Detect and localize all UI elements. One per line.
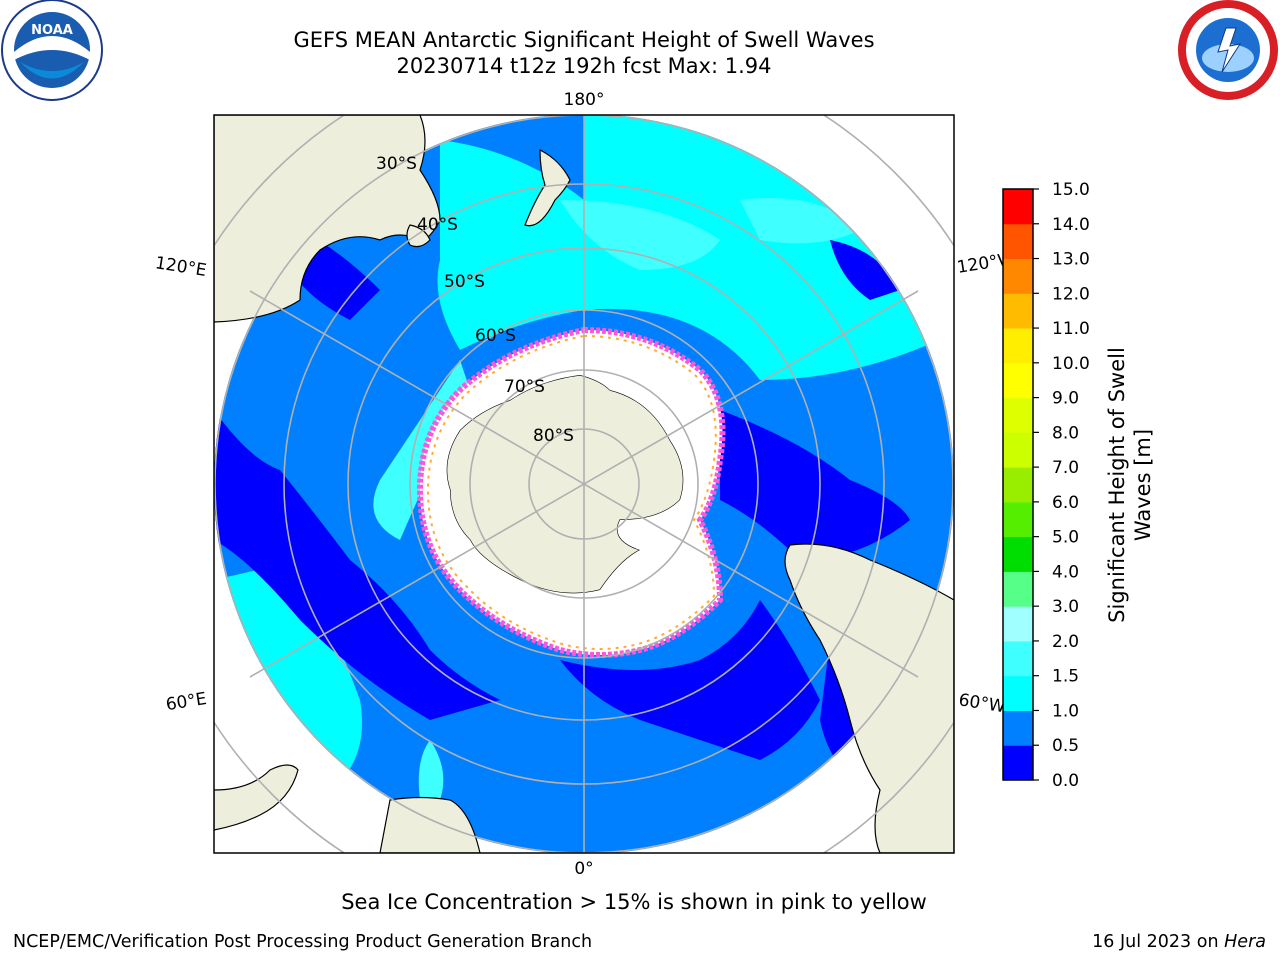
map-frame xyxy=(213,114,955,854)
colorbar-tick-label: 10.0 xyxy=(1052,354,1090,374)
map-panel xyxy=(214,115,954,853)
colorbar-frame xyxy=(1002,188,1034,781)
colorbar-tick-label: 14.0 xyxy=(1052,215,1090,235)
footer-date: 16 Jul 2023 xyxy=(1092,932,1192,952)
colorbar-segment xyxy=(1003,571,1033,607)
label-50s: 50°S xyxy=(444,272,485,292)
colorbar-segment xyxy=(1003,189,1033,225)
graticule xyxy=(214,115,954,853)
swell-band-0-0.5m xyxy=(214,410,500,720)
colorbar-segment xyxy=(1003,640,1033,677)
label-0: 0° xyxy=(574,859,593,879)
colorbar-tick-label: 2.0 xyxy=(1052,632,1079,652)
south-america-landmass xyxy=(784,543,954,853)
land-masses xyxy=(214,115,954,853)
colorbar-tick-label: 13.0 xyxy=(1052,250,1090,270)
colorbar-segment xyxy=(1003,293,1033,329)
colorbar-segment xyxy=(1003,710,1033,746)
label-40s: 40°S xyxy=(417,215,458,235)
colorbar-segment xyxy=(1003,606,1033,642)
colorbar-segment xyxy=(1003,397,1033,433)
chart-title: GEFS MEAN Antarctic Significant Height o… xyxy=(293,28,875,52)
colorbar-tick-label: 8.0 xyxy=(1052,423,1079,443)
colorbar-tick-label: 15.0 xyxy=(1052,180,1090,200)
label-60e: 60°E xyxy=(164,689,208,715)
label-120e: 120°E xyxy=(154,253,208,281)
nws-logo-icon xyxy=(1178,0,1278,100)
noaa-logo-text: NOAA xyxy=(31,23,73,38)
footer-machine: Hera xyxy=(1224,932,1266,952)
colorbar-segment xyxy=(1003,675,1033,711)
colorbar-segment xyxy=(1003,328,1033,364)
colorbar-segment xyxy=(1003,745,1033,781)
chart-subtitle: 20230714 t12z 192h fcst Max: 1.94 xyxy=(396,54,772,78)
colorbar-tick-label: 9.0 xyxy=(1052,389,1079,409)
colorbar-tick-label: 0.5 xyxy=(1052,736,1079,756)
footer-timestamp: 16 Jul 2023 on Hera xyxy=(1092,932,1266,952)
label-70s: 70°S xyxy=(504,377,545,397)
footer-credit: NCEP/EMC/Verification Post Processing Pr… xyxy=(13,932,593,952)
noaa-logo-icon: NOAA xyxy=(1,0,103,101)
label-30s: 30°S xyxy=(376,154,417,174)
footer-on: on xyxy=(1196,932,1219,952)
colorbar-tick-label: 11.0 xyxy=(1052,319,1090,339)
colorbar-title-line1: Significant Height of Swell xyxy=(1105,347,1129,623)
colorbar-segment xyxy=(1003,362,1033,399)
label-60w: 60°W xyxy=(957,690,1007,717)
label-180: 180° xyxy=(564,90,605,110)
colorbar-segment xyxy=(1003,258,1033,294)
new-zealand-landmass xyxy=(524,149,571,227)
colorbar-segment xyxy=(1003,223,1033,260)
colorbar-segment xyxy=(1003,501,1033,538)
colorbar-tick-label: 12.0 xyxy=(1052,284,1090,304)
colorbar-tick-label: 1.0 xyxy=(1052,701,1079,721)
sea-ice-zone xyxy=(420,330,723,655)
colorbar: 0.0 0.5 1.0 1.5 2.0 3.0 4.0 5.0 6.0 7.0 8.0 9.0 10.0… xyxy=(1002,180,1090,791)
colorbar-tick-label: 0.0 xyxy=(1052,771,1079,791)
colorbar-segment xyxy=(1003,432,1033,468)
label-60s: 60°S xyxy=(475,326,516,346)
colorbar-title-line2: Waves [m] xyxy=(1131,429,1155,541)
sea-ice-note: Sea Ice Concentration > 15% is shown in … xyxy=(341,890,927,914)
madagascar-landmass xyxy=(214,764,299,831)
label-80s: 80°S xyxy=(533,426,574,446)
colorbar-segment xyxy=(1003,536,1033,572)
colorbar-tick-label: 7.0 xyxy=(1052,458,1079,478)
colorbar-tick-label: 1.5 xyxy=(1052,667,1079,687)
colorbar-segment xyxy=(1003,467,1033,503)
colorbar-tick-label: 3.0 xyxy=(1052,597,1079,617)
colorbar-tick-label: 5.0 xyxy=(1052,528,1079,548)
colorbar-tick-label: 4.0 xyxy=(1052,562,1079,582)
colorbar-tick-label: 6.0 xyxy=(1052,493,1079,513)
